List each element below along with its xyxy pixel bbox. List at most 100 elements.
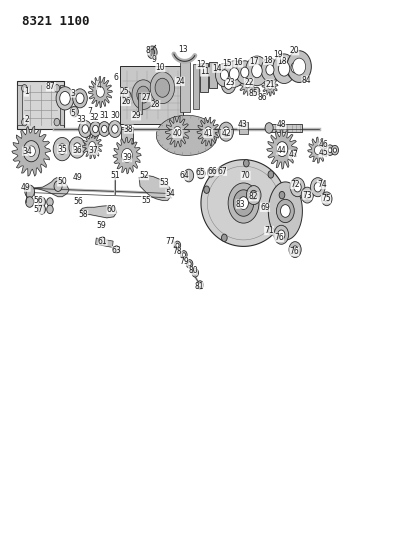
Circle shape [175,243,179,247]
Circle shape [240,67,248,78]
Circle shape [285,56,303,79]
Circle shape [38,205,45,214]
Text: 6: 6 [113,72,118,82]
Circle shape [273,225,288,244]
Text: 3: 3 [70,88,75,98]
Circle shape [238,197,248,209]
Circle shape [203,186,209,193]
Text: 24: 24 [175,77,184,86]
Polygon shape [88,76,112,108]
Text: 74: 74 [316,180,326,189]
Circle shape [132,80,154,109]
Circle shape [276,199,294,223]
Circle shape [54,118,60,126]
Circle shape [56,87,74,110]
Circle shape [276,142,287,156]
Circle shape [137,86,149,103]
Circle shape [288,241,301,257]
Text: 4: 4 [96,81,101,90]
Text: 43: 43 [237,120,247,130]
Circle shape [278,61,289,76]
Bar [238,122,247,134]
Circle shape [267,82,272,89]
Text: 8321 1100: 8321 1100 [22,15,90,28]
Text: 18: 18 [263,56,272,64]
Circle shape [73,143,81,152]
Circle shape [207,167,214,177]
Circle shape [25,197,34,207]
Bar [17,82,64,129]
Circle shape [246,185,261,205]
Circle shape [333,148,336,152]
Circle shape [292,246,297,253]
Text: 47: 47 [288,150,298,159]
Text: 76: 76 [289,247,299,256]
Text: 34: 34 [22,147,32,156]
Text: 79: 79 [179,257,188,266]
Bar [120,66,182,124]
Circle shape [251,64,262,78]
Circle shape [218,122,233,141]
Circle shape [182,253,185,257]
Circle shape [221,234,227,241]
Circle shape [310,177,324,197]
Text: 22: 22 [243,78,253,87]
Circle shape [233,190,253,216]
Circle shape [314,146,320,155]
Circle shape [173,126,181,137]
Circle shape [267,171,273,178]
Circle shape [264,123,272,133]
Circle shape [276,142,287,157]
Circle shape [76,93,84,103]
Polygon shape [267,182,302,240]
Circle shape [265,64,273,75]
Circle shape [184,169,193,182]
Bar [200,63,208,92]
Circle shape [155,78,169,98]
Text: 54: 54 [165,189,175,198]
Circle shape [38,197,45,207]
Text: 64: 64 [179,171,188,180]
Circle shape [70,106,78,117]
Circle shape [186,260,192,268]
Circle shape [121,149,132,163]
Bar [179,62,189,112]
Circle shape [22,85,27,92]
Circle shape [249,190,257,200]
Text: 55: 55 [141,196,151,205]
Circle shape [293,182,301,192]
Text: 28: 28 [151,100,160,109]
Circle shape [47,205,53,214]
Text: 71: 71 [264,226,273,235]
Circle shape [304,191,309,199]
Polygon shape [82,133,102,159]
Text: 33: 33 [76,115,86,124]
Polygon shape [139,175,171,200]
Circle shape [72,89,87,108]
Circle shape [108,120,121,138]
Polygon shape [261,75,277,96]
Text: 78: 78 [172,247,182,256]
Circle shape [221,75,235,94]
Circle shape [22,118,27,126]
Circle shape [224,61,244,87]
Circle shape [313,182,321,192]
Text: 17: 17 [248,57,258,66]
Text: 56: 56 [73,198,83,206]
Circle shape [280,205,290,217]
Text: 25: 25 [119,87,128,96]
Circle shape [54,85,60,92]
Text: 35: 35 [57,144,67,154]
Circle shape [220,70,228,80]
Text: 75: 75 [320,195,330,203]
Text: 37: 37 [88,146,98,155]
Circle shape [290,177,304,197]
Circle shape [330,146,338,155]
Circle shape [321,192,331,206]
Circle shape [23,141,39,162]
Circle shape [224,79,232,90]
Circle shape [268,228,274,235]
Circle shape [150,72,174,103]
Text: 57: 57 [34,205,43,214]
Text: 15: 15 [222,60,231,68]
